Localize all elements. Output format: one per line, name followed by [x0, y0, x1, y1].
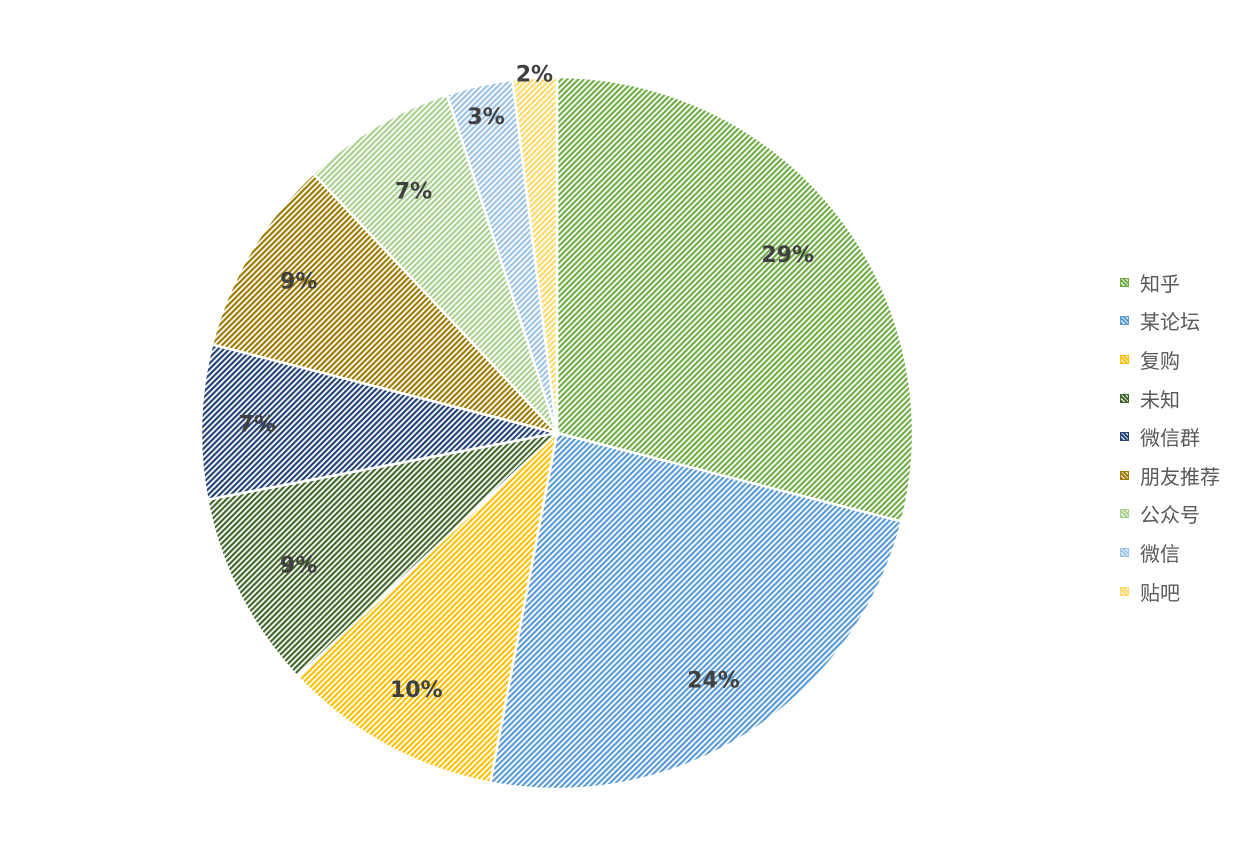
slice-label-1: 24% — [687, 669, 740, 694]
legend-swatch — [1120, 470, 1129, 480]
slice-label-8: 2% — [516, 63, 553, 88]
legend-item: 复购 — [1120, 340, 1220, 379]
legend-swatch — [1120, 586, 1129, 596]
pie-slice-0 — [555, 75, 915, 524]
legend-swatch — [1120, 354, 1129, 364]
legend-label: 微信群 — [1140, 426, 1200, 451]
legend-label: 某论坛 — [1140, 310, 1200, 335]
pie-slice-1 — [488, 431, 904, 791]
slice-label-3: 9% — [280, 554, 317, 579]
slice-label-7: 3% — [467, 105, 504, 130]
legend-item: 某论坛 — [1120, 302, 1220, 341]
slice-label-0: 29% — [761, 243, 814, 268]
slice-label-4: 7% — [238, 413, 275, 438]
legend-item: 未知 — [1120, 379, 1220, 418]
pie-slice-6 — [311, 92, 559, 434]
slice-label-2: 10% — [390, 678, 443, 703]
legend-item: 知乎 — [1120, 263, 1220, 302]
legend-item: 微信 — [1120, 533, 1220, 572]
slice-label-5: 9% — [280, 269, 317, 294]
slice-label-6: 7% — [395, 179, 432, 204]
legend-label: 公众号 — [1140, 503, 1200, 528]
pie-slice-2 — [295, 429, 559, 785]
legend-swatch — [1120, 509, 1129, 519]
legend-swatch — [1120, 316, 1129, 326]
pie-slice-4 — [199, 342, 558, 502]
legend-label: 朋友推荐 — [1140, 464, 1220, 489]
legend-swatch — [1120, 432, 1129, 442]
legend-label: 微信 — [1140, 541, 1180, 566]
pie-slice-5 — [210, 171, 561, 436]
legend-swatch — [1120, 547, 1129, 557]
pie-slice-3 — [205, 430, 561, 679]
legend-item: 贴吧 — [1120, 572, 1220, 611]
legend-item: 公众号 — [1120, 495, 1220, 534]
legend-swatch — [1120, 393, 1129, 403]
legend-item: 朋友推荐 — [1120, 456, 1220, 495]
legend: 知乎某论坛复购未知微信群朋友推荐公众号微信贴吧 — [1120, 263, 1220, 610]
pie-slice-8 — [510, 75, 559, 434]
legend-swatch — [1120, 277, 1129, 287]
legend-label: 未知 — [1140, 387, 1180, 412]
legend-label: 知乎 — [1140, 271, 1180, 296]
legend-item: 微信群 — [1120, 417, 1220, 456]
legend-label: 复购 — [1140, 348, 1180, 373]
legend-label: 贴吧 — [1140, 580, 1180, 605]
